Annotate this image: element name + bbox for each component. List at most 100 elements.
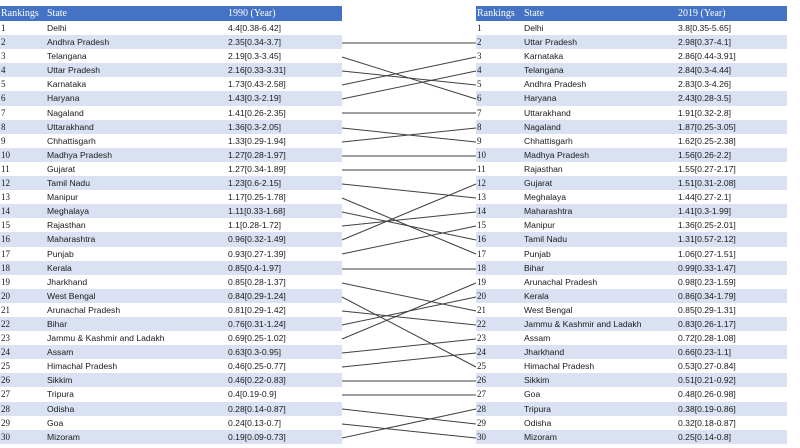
connector-line: [341, 70, 477, 86]
state-cell: Punjab: [524, 248, 551, 259]
rank-cell: 14: [1, 206, 10, 217]
value-cell: 0.86[0.34-1.79]: [678, 290, 736, 301]
rank-cell: 25: [1, 361, 10, 372]
value-cell: 0.51[0.21-0.92]: [678, 375, 736, 386]
table-row: 26 Sikkim 0.46[0.22-0.83]: [0, 373, 342, 388]
value-cell: 1.36[0.3-2.05]: [228, 121, 282, 132]
table-row: 14 Meghalaya 1.11[0.33-1.68]: [0, 204, 342, 219]
rank-cell: 9: [477, 135, 482, 146]
state-cell: Manipur: [47, 192, 79, 203]
rank-cell: 15: [477, 220, 486, 231]
connector-line: [341, 70, 477, 100]
rank-cell: 21: [1, 304, 10, 315]
table-row: 4 Telangana 2.84[0.3-4.44]: [476, 63, 787, 78]
state-cell: Madhya Pradesh: [524, 149, 589, 160]
table-row: 2 Andhra Pradesh 2.35[0.34-3.7]: [0, 35, 342, 50]
value-cell: 0.32[0.18-0.87]: [678, 417, 736, 428]
connector-line: [341, 408, 477, 425]
table-row: 27 Tripura 0.4[0.19-0.9]: [0, 387, 342, 402]
value-cell: 1.62[0.25-2.38]: [678, 135, 736, 146]
state-cell: Karnataka: [524, 51, 564, 62]
table-row: 11 Rajasthan 1.55[0.27-2.17]: [476, 161, 787, 177]
value-cell: 2.83[0.3-4.26]: [678, 79, 732, 90]
table-row: 5 Andhra Pradesh 2.83[0.3-4.26]: [476, 77, 787, 92]
table-row: 16 Tamil Nadu 1.31[0.57-2.12]: [476, 232, 787, 247]
table-row: 17 Punjab 1.06[0.27-1.51]: [476, 246, 787, 261]
table-row: 8 Nagaland 1.87[0.25-3.05]: [476, 119, 787, 134]
table-row: 24 Assam 0.63[0.3-0.95]: [0, 345, 342, 360]
table-row: 29 Goa 0.24[0.13-0.7]: [0, 415, 342, 430]
table-row: 1 Delhi 3.8[0.35-5.65]: [476, 21, 787, 36]
value-cell: 0.85[0.29-1.31]: [678, 304, 736, 315]
rank-cell: 18: [1, 262, 10, 273]
connector-line: [341, 211, 477, 227]
rank-cell: 8: [477, 121, 482, 132]
value-cell: 2.16[0.33-3.31]: [228, 65, 286, 76]
table-row: 15 Rajasthan 1.1[0.28-1.72]: [0, 218, 342, 233]
state-cell: Bihar: [524, 262, 545, 273]
table-row: 10 Madhya Pradesh 1.56[0.26-2.2]: [476, 147, 787, 162]
value-cell: 0.96[0.32-1.49]: [228, 234, 286, 245]
value-cell: 1.41[0.26-2.35]: [228, 107, 286, 118]
rank-cell: 3: [477, 51, 482, 62]
value-cell: 0.98[0.23-1.59]: [678, 276, 736, 287]
value-cell: 1.73[0.43-2.58]: [228, 79, 286, 90]
state-cell: Karnataka: [47, 79, 87, 90]
rank-cell: 29: [477, 417, 486, 428]
value-cell: 3.8[0.35-5.65]: [678, 23, 732, 33]
state-cell: Mizoram: [524, 431, 557, 442]
table-row: 4 Uttar Pradesh 2.16[0.33-3.31]: [0, 63, 342, 78]
table-row: 22 Bihar 0.76[0.31-1.24]: [0, 316, 342, 332]
value-cell: 0.19[0.09-0.73]: [228, 431, 286, 442]
state-cell: Haryana: [524, 93, 557, 104]
rank-cell: 30: [1, 431, 10, 442]
value-cell: 2.86[0.44-3.91]: [678, 51, 736, 62]
state-cell: Manipur: [524, 220, 556, 231]
connector-line: [341, 183, 477, 199]
state-cell: Jharkhand: [524, 347, 565, 358]
value-cell: 0.99[0.33-1.47]: [678, 262, 736, 273]
value-cell: 1.17[0.25-1.78]: [228, 192, 286, 203]
connector-line: [341, 282, 477, 340]
value-cell: 0.66[0.23-1.1]: [678, 347, 732, 358]
table-row: 19 Arunachal Pradesh 0.98[0.23-1.59]: [476, 274, 787, 289]
rank-cell: 22: [1, 318, 10, 329]
table-row: 12 Gujarat 1.51[0.31-2.08]: [476, 176, 787, 191]
rank-cell: 15: [1, 220, 10, 231]
value-cell: 0.46[0.25-0.77]: [228, 361, 286, 372]
state-cell: Telangana: [524, 65, 564, 76]
connector-line: [341, 296, 477, 326]
rank-cell: 17: [477, 248, 486, 259]
value-cell: 0.53[0.27-0.84]: [678, 361, 736, 372]
state-cell: Meghalaya: [47, 206, 90, 217]
value-cell: 0.81[0.29-1.42]: [228, 304, 286, 315]
value-cell: 0.28[0.14-0.87]: [228, 403, 286, 414]
value-cell: 0.84[0.29-1.24]: [228, 290, 286, 301]
connector-line: [341, 127, 477, 143]
state-cell: Odisha: [524, 417, 552, 428]
value-cell: 0.69[0.25-1.02]: [228, 333, 286, 344]
table-row: 9 Chhattisgarh 1.33[0.29-1.94]: [0, 133, 342, 148]
table-row: 7 Uttarakhand 1.91[0.32-2.8]: [476, 105, 787, 120]
table-row: 12 Tamil Nadu 1.23[0.6-2.15]: [0, 176, 342, 191]
value-cell: 1.27[0.28-1.97]: [228, 149, 286, 160]
rank-cell: 7: [477, 107, 482, 118]
state-cell: Telangana: [47, 51, 87, 62]
value-cell: 0.93[0.27-1.39]: [228, 248, 286, 259]
table-row: 13 Meghalaya 1.44[0.27-2.1]: [476, 190, 787, 205]
connector-line: [341, 408, 477, 439]
state-cell: Andhra Pradesh: [524, 79, 587, 90]
state-cell: Nagaland: [47, 107, 84, 118]
table-row: 17 Punjab 0.93[0.27-1.39]: [0, 246, 342, 261]
value-cell: 1.56[0.26-2.2]: [678, 149, 732, 160]
state-cell: Assam: [47, 347, 74, 358]
table-body-2019: 1 Delhi 3.8[0.35-5.65] 2 Uttar Pradesh 2.98[0…: [476, 21, 787, 444]
state-cell: Himachal Pradesh: [524, 361, 595, 372]
table-row: 21 Arunachal Pradesh 0.81[0.29-1.42]: [0, 302, 342, 317]
state-cell: Punjab: [47, 248, 74, 259]
connector-line: [341, 56, 477, 100]
state-cell: Nagaland: [524, 121, 561, 132]
table-row: 15 Manipur 1.36[0.25-2.01]: [476, 218, 787, 233]
value-cell: 1.51[0.31-2.08]: [678, 178, 736, 189]
state-cell: Mizoram: [47, 431, 80, 442]
